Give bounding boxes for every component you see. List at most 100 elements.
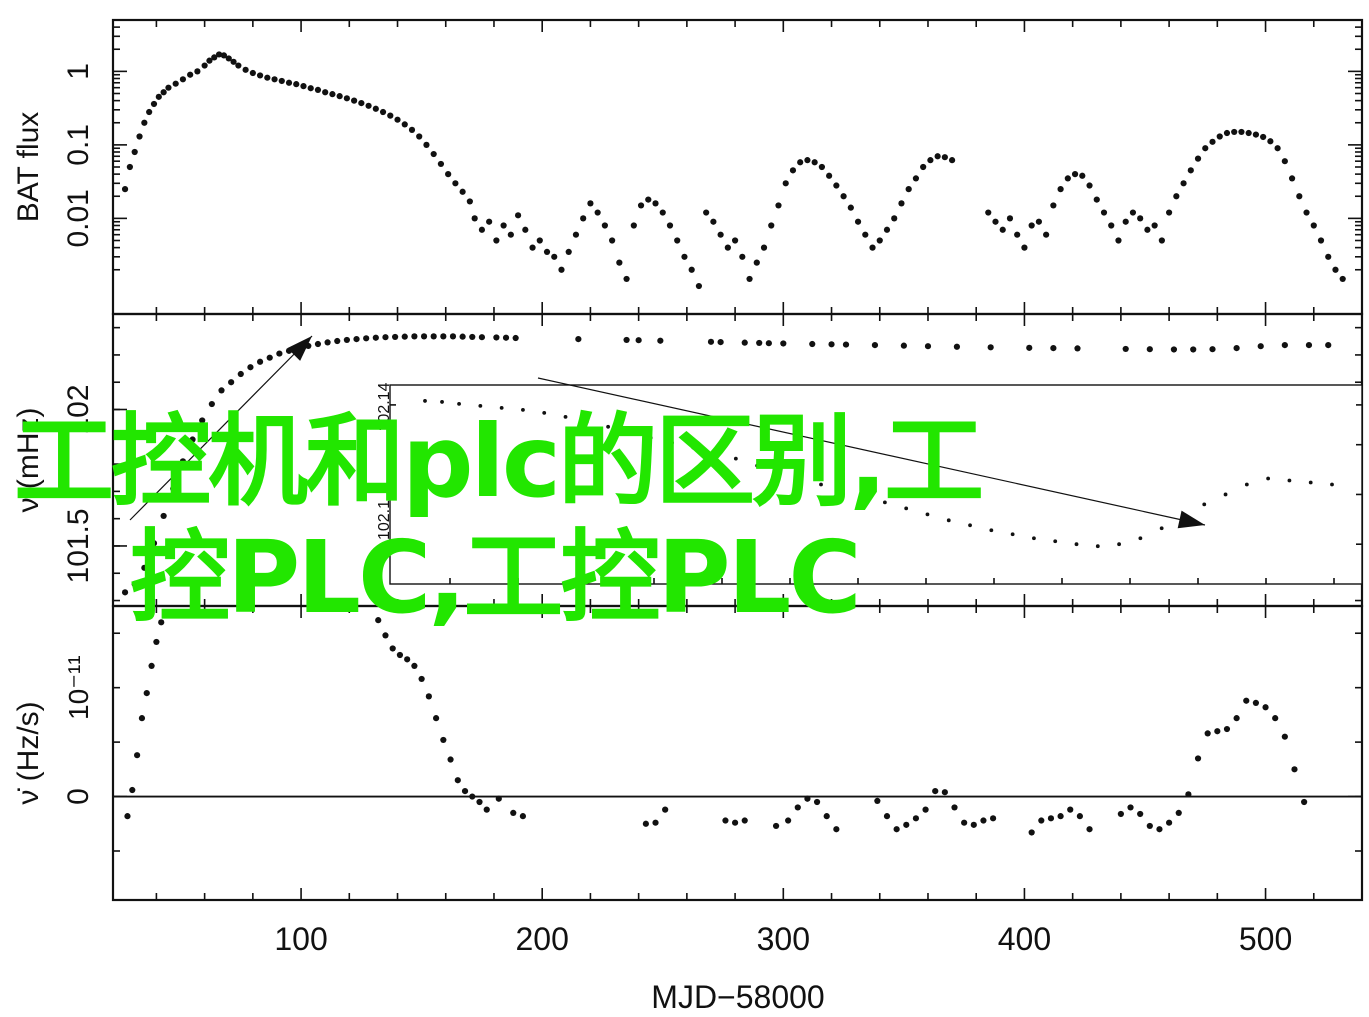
data-point xyxy=(1144,226,1151,233)
data-point xyxy=(1272,715,1279,722)
data-point xyxy=(416,133,423,140)
data-point xyxy=(826,172,833,179)
data-point xyxy=(833,826,840,833)
data-point xyxy=(1127,804,1134,811)
data-point xyxy=(129,786,136,794)
data-point xyxy=(353,336,360,343)
data-point xyxy=(883,813,891,820)
inset-data-point xyxy=(457,402,461,406)
data-point xyxy=(449,333,457,340)
data-point xyxy=(452,180,459,187)
inset-data-point xyxy=(989,528,994,533)
data-point xyxy=(772,822,780,830)
data-point xyxy=(1223,129,1231,137)
data-point xyxy=(141,564,148,571)
inset-data-point xyxy=(755,463,760,468)
data-point xyxy=(1214,728,1221,735)
panel-frame xyxy=(111,18,1364,316)
data-point xyxy=(476,798,483,806)
data-point xyxy=(657,337,664,344)
y-axis-label: ν̇ (Hz/s) xyxy=(12,701,45,804)
data-point xyxy=(876,237,883,244)
data-point xyxy=(278,77,285,85)
data-point xyxy=(871,342,879,349)
data-point xyxy=(478,226,486,233)
data-point xyxy=(948,157,956,164)
inset-data-point xyxy=(1330,482,1334,487)
data-point xyxy=(1079,172,1086,179)
inset-data-point xyxy=(1244,482,1249,487)
data-point xyxy=(746,275,753,283)
data-point xyxy=(797,159,804,166)
data-point xyxy=(483,806,490,813)
data-point xyxy=(121,186,129,193)
data-point xyxy=(230,58,237,65)
data-point xyxy=(382,632,389,639)
data-point xyxy=(329,91,336,98)
overlay-line-2: 控PLC,工控PLC xyxy=(130,519,862,636)
data-point xyxy=(1202,145,1209,152)
data-point xyxy=(594,209,601,216)
inset-data-point xyxy=(1074,542,1079,547)
data-point xyxy=(172,80,179,87)
data-point xyxy=(160,89,167,96)
data-point xyxy=(1158,237,1165,244)
data-point xyxy=(276,350,283,357)
data-point xyxy=(630,222,637,229)
data-point xyxy=(256,72,264,79)
inset-data-point xyxy=(478,403,483,408)
data-point xyxy=(927,157,934,164)
data-point xyxy=(1021,244,1028,251)
panel-bat-flux: 0.01 0.1 1 BAT flux xyxy=(12,18,1364,316)
data-point xyxy=(1325,342,1332,349)
data-point xyxy=(1180,180,1187,187)
data-point xyxy=(572,231,580,238)
data-point xyxy=(493,237,500,244)
data-point xyxy=(1209,346,1216,353)
data-point xyxy=(433,715,440,722)
data-point xyxy=(951,804,958,811)
arrow-head xyxy=(287,336,312,361)
data-point xyxy=(1281,733,1288,740)
data-point xyxy=(459,333,466,340)
data-point xyxy=(401,121,408,128)
x-tick-label: 100 xyxy=(274,921,327,957)
data-point xyxy=(365,102,372,109)
data-point xyxy=(1185,791,1192,798)
data-point xyxy=(1245,129,1252,137)
data-point xyxy=(731,237,739,244)
data-point xyxy=(1146,822,1153,830)
data-point xyxy=(1175,809,1182,816)
data-point xyxy=(155,93,162,100)
data-point xyxy=(351,97,358,104)
data-point xyxy=(343,336,350,344)
data-point xyxy=(587,200,594,207)
data-point xyxy=(932,788,939,795)
data-point xyxy=(425,693,432,700)
data-point xyxy=(804,157,811,164)
data-point xyxy=(1043,231,1050,238)
data-point xyxy=(1151,222,1158,229)
inset-data-point xyxy=(1308,480,1313,485)
data-point xyxy=(1057,813,1064,820)
data-point xyxy=(502,334,510,341)
inset-data-point xyxy=(1095,544,1100,549)
data-point xyxy=(293,81,300,88)
data-point xyxy=(529,244,536,251)
data-point xyxy=(300,83,307,90)
data-point xyxy=(543,248,551,255)
data-point xyxy=(447,756,454,763)
data-point xyxy=(724,244,731,251)
data-point xyxy=(136,133,143,140)
data-point xyxy=(756,339,763,347)
data-point xyxy=(601,222,608,229)
data-point xyxy=(1071,171,1079,178)
data-point xyxy=(372,334,379,341)
data-point xyxy=(809,340,816,348)
data-point xyxy=(256,358,264,365)
data-point xyxy=(307,85,314,92)
inset-zoom-panel: 102.14 102.1 xyxy=(376,382,1363,585)
data-point xyxy=(486,218,493,225)
data-point xyxy=(642,820,649,827)
data-point xyxy=(179,458,187,465)
